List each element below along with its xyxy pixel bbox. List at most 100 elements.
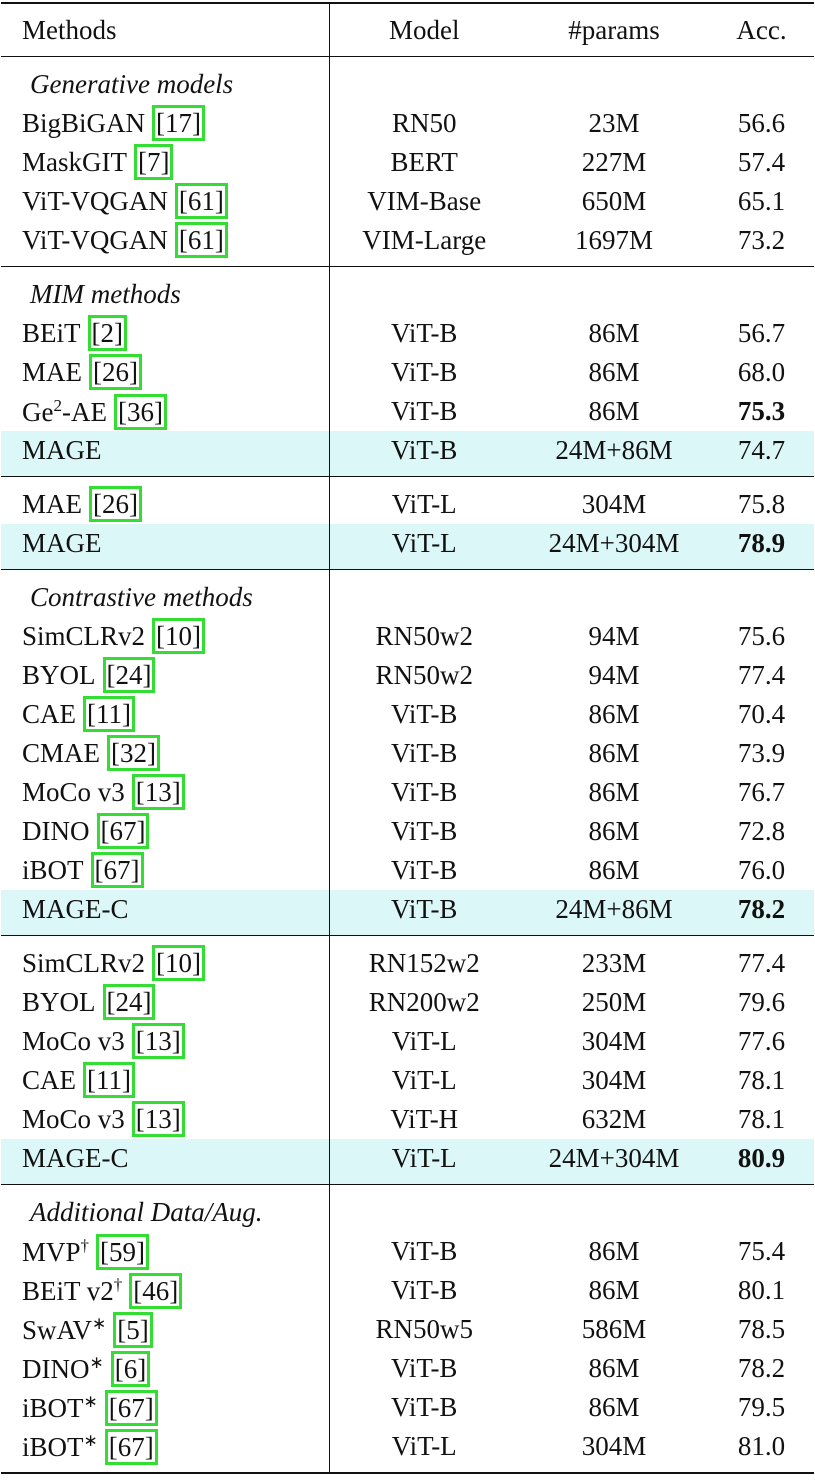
citation: [67] — [104, 1389, 158, 1426]
params-cell: 23M — [588, 108, 640, 138]
table-row: BEiT [2] ViT-B 86M 56.7 — [1, 314, 814, 353]
empty-cell — [329, 570, 519, 618]
method-cell: MaskGIT [7] — [1, 143, 330, 182]
params-cell: 86M — [588, 1275, 640, 1305]
method-cell: BYOL [24] — [1, 983, 330, 1022]
method-name: MaskGIT — [22, 147, 127, 177]
accuracy-cell: 72.8 — [737, 816, 786, 846]
citation: [67] — [90, 852, 144, 888]
citation: [13] — [131, 1101, 185, 1137]
method-name: ViT-VQGAN — [22, 186, 168, 216]
empty-cell — [709, 570, 814, 618]
model-cell: VIM-Large — [362, 225, 487, 255]
method-name: CMAE — [22, 738, 101, 768]
table-row: CAE [11] ViT-B 86M 70.4 — [1, 695, 814, 734]
method-superscript: † — [113, 1274, 123, 1294]
citation: [6] — [110, 1350, 151, 1387]
params-cell: 304M — [581, 489, 647, 519]
accuracy-cell: 65.1 — [737, 186, 786, 216]
table-row: MAE [26] ViT-B 86M 68.0 — [1, 353, 814, 392]
accuracy-cell: 75.6 — [737, 621, 786, 651]
method-cell: CAE [11] — [1, 695, 330, 734]
method-name: CAE — [22, 1065, 76, 1095]
model-cell: RN152w2 — [368, 948, 480, 978]
method-name: BEiT — [22, 318, 81, 348]
method-name: MAGE-C — [22, 894, 129, 924]
params-cell: 632M — [581, 1104, 647, 1134]
empty-cell — [709, 1185, 814, 1233]
table-row: SimCLRv2 [10] RN152w2 233M 77.4 — [1, 935, 814, 983]
model-cell: RN50w2 — [375, 660, 473, 690]
accuracy-cell: 56.6 — [737, 108, 786, 138]
method-name: CAE — [22, 699, 76, 729]
params-cell: 86M — [588, 357, 640, 387]
method-name: DINO — [22, 1353, 90, 1384]
method-name: SwAV — [22, 1314, 93, 1345]
params-cell: 304M — [581, 1065, 647, 1095]
empty-cell — [329, 57, 519, 105]
accuracy-cell: 76.7 — [737, 777, 786, 807]
accuracy-cell: 77.4 — [737, 660, 786, 690]
method-name: MoCo v3 — [22, 1104, 125, 1134]
citation: [61] — [174, 183, 228, 219]
table-row: DINO∗ [6] ViT-B 86M 78.2 — [1, 1349, 814, 1388]
table-row: ViT-VQGAN [61] VIM-Large 1697M 73.2 — [1, 221, 814, 267]
section-title: Contrastive methods — [1, 569, 330, 617]
table-row: MAGE-C ViT-B 24M+86M 78.2 — [1, 890, 814, 936]
model-cell: ViT-B — [391, 738, 458, 768]
column-header: Acc. — [736, 14, 787, 45]
accuracy-cell: 76.0 — [737, 855, 786, 885]
params-cell: 24M+86M — [519, 890, 709, 936]
method-name: MAGE — [22, 435, 102, 465]
citation: [13] — [131, 1023, 185, 1059]
row-group: Contrastive methods SimCLRv2 [10] RN50w2 94M… — [1, 569, 814, 936]
accuracy-cell: 78.2 — [737, 1353, 786, 1383]
method-name: MAGE — [22, 528, 102, 558]
method-cell: MVP† [59] — [1, 1232, 330, 1271]
method-cell: SwAV∗ [5] — [1, 1310, 330, 1349]
accuracy-cell: 78.1 — [737, 1104, 786, 1134]
method-name: SimCLRv2 — [22, 621, 146, 651]
method-cell: MAE [26] — [1, 476, 330, 524]
section-title: MIM methods — [1, 266, 330, 314]
row-group: Generative models BigBiGAN [17] RN50 23M 56.6… — [1, 56, 814, 267]
row-group: SimCLRv2 [10] RN152w2 233M 77.4 BYOL [24] RN200… — [1, 935, 814, 1185]
params-cell: 86M — [588, 777, 640, 807]
params-cell: 94M — [588, 660, 640, 690]
table-row: MaskGIT [7] BERT 227M 57.4 — [1, 143, 814, 182]
empty-cell — [519, 1185, 709, 1233]
citation: [5] — [113, 1311, 153, 1348]
citation: [46] — [129, 1272, 183, 1309]
model-cell: ViT-L — [391, 1026, 457, 1056]
params-cell: 86M — [588, 738, 640, 768]
method-cell: ViT-VQGAN [61] — [1, 221, 330, 267]
accuracy-cell: 73.9 — [737, 738, 786, 768]
method-cell: SimCLRv2 [10] — [1, 935, 330, 983]
method-name: BEiT v2 — [22, 1275, 114, 1306]
method-cell: BEiT [2] — [1, 314, 330, 353]
params-cell: 304M — [581, 1026, 647, 1056]
citation: [10] — [152, 945, 206, 981]
method-name: MoCo v3 — [22, 1026, 125, 1056]
params-cell: 227M — [581, 147, 647, 177]
method-cell: iBOT∗ [67] — [1, 1388, 330, 1427]
table-row: ViT-VQGAN [61] VIM-Base 650M 65.1 — [1, 182, 814, 221]
method-cell: SimCLRv2 [10] — [1, 617, 330, 656]
method-cell: DINO [67] — [1, 812, 330, 851]
empty-cell — [519, 267, 709, 315]
model-cell: RN50 — [391, 108, 457, 138]
params-cell: 650M — [581, 186, 647, 216]
table-row: Ge2-AE [36] ViT-B 86M 75.3 — [1, 392, 814, 431]
table-row: iBOT∗ [67] ViT-L 304M 81.0 — [1, 1427, 814, 1473]
params-cell: 86M — [588, 396, 640, 426]
row-group: Additional Data/Aug. MVP† [59] ViT-B 86M 75.4… — [1, 1184, 814, 1473]
method-name: BYOL — [22, 660, 96, 690]
model-cell: ViT-B — [391, 396, 458, 426]
accuracy-cell: 78.5 — [737, 1314, 786, 1344]
citation: [36] — [113, 393, 167, 430]
model-cell: ViT-B — [391, 1275, 458, 1305]
method-superscript: ∗ — [83, 1430, 98, 1450]
table-row: CMAE [32] ViT-B 86M 73.9 — [1, 734, 814, 773]
method-cell: CMAE [32] — [1, 734, 330, 773]
